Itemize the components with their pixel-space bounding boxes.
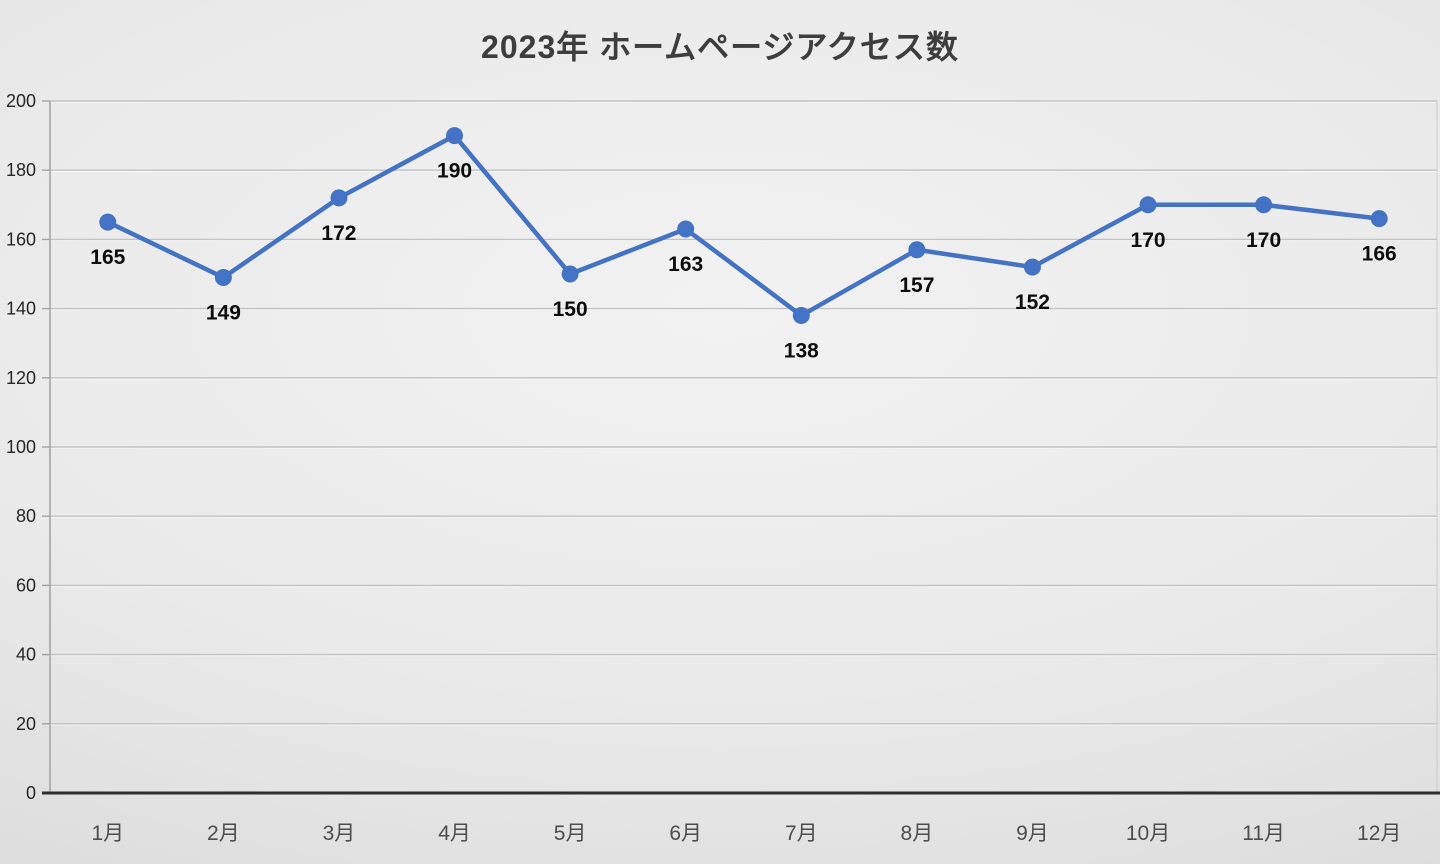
data-label: 172 <box>321 222 356 245</box>
data-label: 152 <box>1015 291 1050 314</box>
x-axis-label: 9月 <box>1016 822 1049 845</box>
x-axis-label: 11月 <box>1242 822 1285 845</box>
y-axis-tick-label: 200 <box>6 91 36 111</box>
y-axis-tick-label: 80 <box>16 506 36 526</box>
x-axis-label: 1月 <box>91 822 124 845</box>
data-point-marker <box>214 268 232 286</box>
data-point-marker <box>330 189 348 207</box>
y-axis-tick-label: 20 <box>16 714 36 734</box>
data-label: 165 <box>90 246 125 269</box>
x-axis-label: 8月 <box>901 822 934 845</box>
data-label: 150 <box>553 298 588 321</box>
y-axis-tick-label: 40 <box>16 645 36 665</box>
y-axis-tick-label: 140 <box>6 299 36 319</box>
data-point-marker <box>908 241 926 259</box>
x-axis-label: 10月 <box>1126 822 1170 845</box>
data-point-marker <box>99 213 117 231</box>
data-label: 166 <box>1362 243 1397 266</box>
data-label: 170 <box>1246 229 1281 252</box>
data-label: 170 <box>1131 229 1166 252</box>
y-axis-tick-label: 0 <box>26 783 36 803</box>
data-label: 163 <box>668 253 703 276</box>
data-label: 149 <box>206 301 241 324</box>
y-axis-tick-label: 60 <box>16 575 36 595</box>
data-point-marker <box>792 307 810 325</box>
data-label: 190 <box>437 160 472 183</box>
x-axis-label: 6月 <box>669 822 702 845</box>
chart-title: 2023年 ホームページアクセス数 <box>481 29 959 65</box>
y-axis-tick-label: 120 <box>6 368 36 388</box>
y-axis-tick-label: 100 <box>6 437 36 457</box>
series-line <box>105 133 1382 318</box>
data-point-marker <box>677 220 695 238</box>
data-point-marker <box>1139 196 1157 214</box>
data-point-marker <box>561 265 579 283</box>
x-axis-label: 3月 <box>323 822 356 845</box>
y-axis-tick-label: 180 <box>6 160 36 180</box>
data-label: 138 <box>784 340 819 363</box>
x-axis-label: 5月 <box>554 822 587 845</box>
data-point-marker <box>446 127 464 145</box>
x-axis-label: 2月 <box>207 822 240 845</box>
x-axis-label: 12月 <box>1357 822 1401 845</box>
x-axis-label: 7月 <box>785 822 818 845</box>
data-point-marker <box>1255 196 1273 214</box>
data-label: 157 <box>899 274 934 297</box>
y-axis-tick-label: 160 <box>6 229 36 249</box>
x-axis-label: 4月 <box>438 822 471 845</box>
data-point-marker <box>1023 258 1041 276</box>
data-point-marker <box>1370 210 1388 228</box>
